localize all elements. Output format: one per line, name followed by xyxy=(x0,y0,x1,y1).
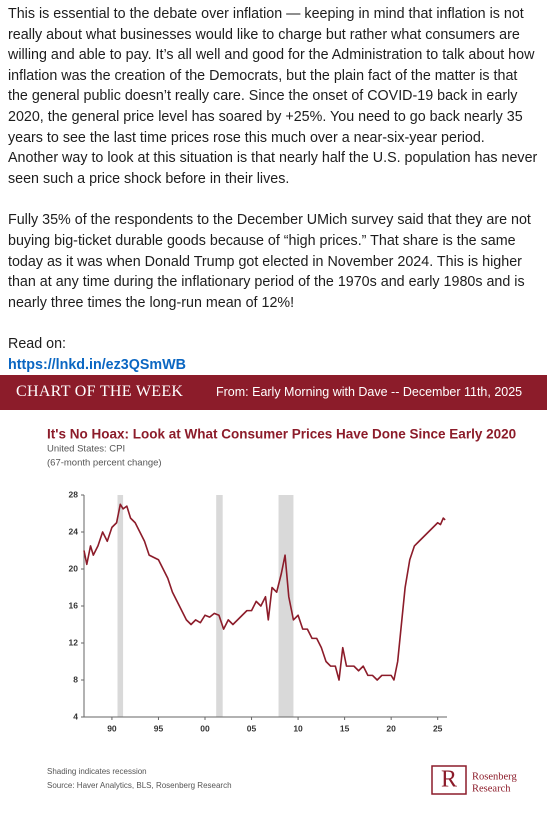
x-tick-label: 25 xyxy=(433,723,443,733)
recession-band xyxy=(278,495,294,717)
x-tick-label: 20 xyxy=(386,723,396,733)
series-line xyxy=(83,503,446,681)
chart-subtitle: United States: CPI xyxy=(47,444,125,455)
chart-source: Source: Haver Analytics, BLS, Rosenberg … xyxy=(47,781,232,790)
read-on: Read on: xyxy=(8,336,67,353)
x-tick-label: 90 xyxy=(107,723,117,733)
x-tick-label: 00 xyxy=(200,723,210,733)
logo: R Rosenberg Research xyxy=(431,765,517,795)
y-tick-label: 12 xyxy=(69,637,79,647)
x-tick-label: 95 xyxy=(154,723,164,733)
chart-title: It's No Hoax: Look at What Consumer Pric… xyxy=(47,427,516,442)
x-tick-label: 10 xyxy=(293,723,303,733)
chart: It's No Hoax: Look at What Consumer Pric… xyxy=(47,427,517,795)
banner: CHART OF THE WEEK From: Early Morning wi… xyxy=(0,375,547,410)
logo-text: Rosenberg xyxy=(472,771,517,782)
y-tick-label: 4 xyxy=(73,711,78,721)
y-tick-label: 24 xyxy=(69,526,79,536)
x-tick-label: 15 xyxy=(340,723,350,733)
y-tick-label: 20 xyxy=(69,563,79,573)
y-tick-label: 28 xyxy=(69,489,79,499)
link[interactable]: https://lnkd.in/ez3QSmWB xyxy=(8,356,186,373)
paragraph: This is essential to the debate over inf… xyxy=(8,6,538,187)
recession-band xyxy=(117,495,124,717)
recession-band xyxy=(216,495,223,717)
logo-text: Research xyxy=(472,783,511,794)
x-tick-label: 05 xyxy=(247,723,257,733)
logo-box xyxy=(431,765,467,795)
post-text: This is essential to the debate over inf… xyxy=(8,4,538,376)
chart-subtitle: (67-month percent change) xyxy=(47,458,162,469)
logo-mark: R xyxy=(441,767,457,793)
y-tick-label: 16 xyxy=(69,600,79,610)
banner-from: From: Early Morning with Dave -- Decembe… xyxy=(216,385,523,399)
paragraph: Fully 35% of the respondents to the Dece… xyxy=(8,212,531,311)
banner-label: CHART OF THE WEEK xyxy=(16,383,184,400)
chart-note: Shading indicates recession xyxy=(47,767,147,776)
y-tick-label: 8 xyxy=(73,674,78,684)
